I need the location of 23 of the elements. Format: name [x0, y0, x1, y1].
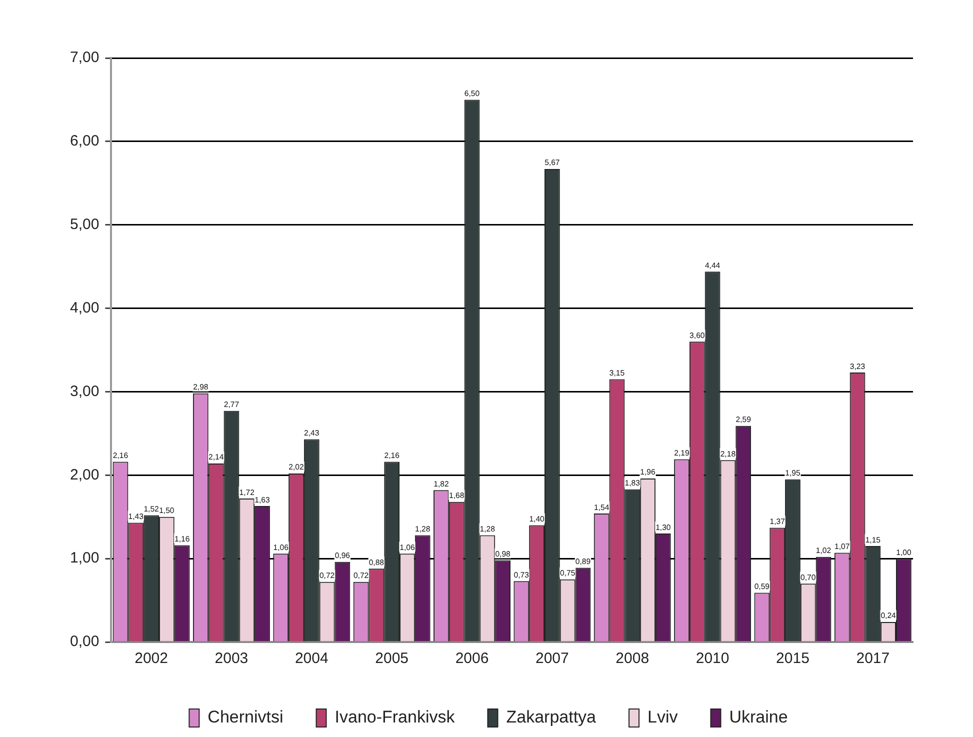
y-tick-label: 5,00 [70, 216, 100, 233]
x-tick-label: 2006 [455, 650, 489, 668]
y-tick-label: 7,00 [70, 49, 100, 66]
y-tick-label: 0,00 [70, 633, 100, 650]
legend-label: Chernivtsi [208, 708, 284, 727]
y-tick-label: 2,00 [70, 466, 100, 484]
x-tick-label: 2010 [696, 650, 730, 668]
x-tick-label: 2003 [214, 650, 248, 668]
y-tick-label: 4,00 [70, 299, 100, 316]
x-tick-label: 2008 [616, 650, 650, 668]
x-tick-label: 2015 [776, 650, 810, 668]
y-tick-label: 6,00 [70, 132, 100, 150]
x-tick-label: 2005 [375, 650, 409, 668]
x-tick-label: 2007 [536, 650, 569, 668]
x-tick-label: 2017 [856, 650, 890, 668]
y-tick-label: 3,00 [70, 382, 100, 400]
x-tick-label: 2004 [294, 650, 328, 668]
y-tick-label: 1,00 [70, 550, 100, 567]
x-tick-label: 2002 [134, 650, 168, 668]
legend-label: Lviv [648, 708, 678, 727]
legend-label: Zakarpattya [506, 708, 597, 727]
legend-label: Ukraine [729, 708, 788, 727]
legend-label: Ivano-Frankivsk [334, 708, 456, 727]
